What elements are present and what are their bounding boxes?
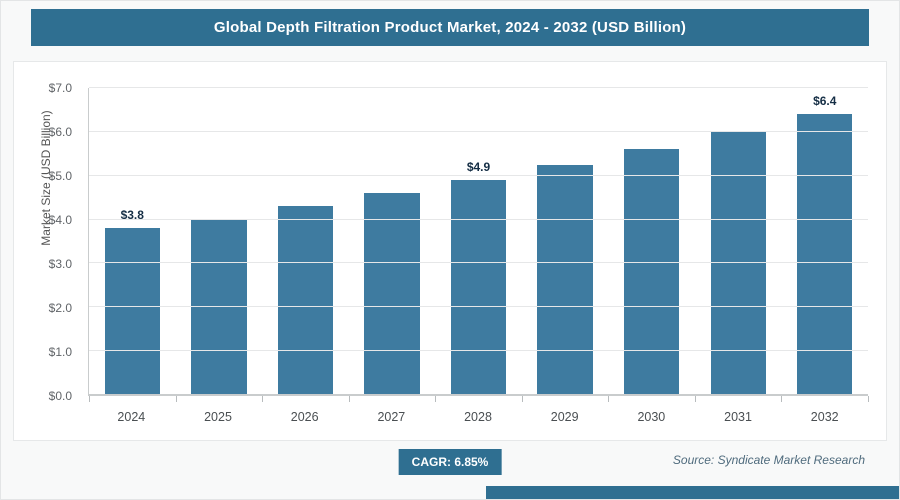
gridline xyxy=(89,306,868,308)
x-axis-label-2027: 2027 xyxy=(377,410,406,424)
y-axis-tick-label: $7.0 xyxy=(48,81,72,95)
bar-slot xyxy=(262,88,349,395)
bar-2026 xyxy=(277,206,334,395)
bar-2028: $4.9 xyxy=(450,160,507,395)
y-axis-tick-label: $1.0 xyxy=(48,345,72,359)
x-axis-tick-mark xyxy=(521,396,523,402)
x-axis-tick-mark xyxy=(694,396,696,402)
bar-slot xyxy=(522,88,609,395)
bar-slot xyxy=(695,88,782,395)
bar-slot xyxy=(176,88,263,395)
x-axis-tick-mark xyxy=(348,396,350,402)
y-axis-tick-label: $3.0 xyxy=(48,257,72,271)
x-axis-label-2030: 2030 xyxy=(637,410,666,424)
y-axis-tick-label: $2.0 xyxy=(48,301,72,315)
x-axis-label-2029: 2029 xyxy=(550,410,579,424)
chart-title-banner: Global Depth Filtration Product Market, … xyxy=(31,9,869,46)
bottom-accent-strip xyxy=(485,486,899,499)
bar-2032: $6.4 xyxy=(797,94,853,395)
gridline xyxy=(89,130,868,132)
x-axis-labels: 2024 2025 2026 2027 2028 2029 2030 2031 2032 xyxy=(88,410,868,428)
y-axis-tick-label: $6.0 xyxy=(48,125,72,139)
footer: CAGR: 6.85% Source: Syndicate Market Res… xyxy=(1,439,899,486)
cagr-badge: CAGR: 6.85% xyxy=(398,449,502,475)
gridline xyxy=(89,87,868,88)
gridline xyxy=(89,394,868,395)
x-axis-label-2026: 2026 xyxy=(290,410,319,424)
bar-value-label: $4.9 xyxy=(466,160,491,175)
x-axis-tick-mark xyxy=(89,396,90,402)
gridline xyxy=(89,174,868,176)
x-axis-tick-mark xyxy=(781,396,783,402)
y-axis-tick-labels: $0.0 $1.0 $2.0 $3.0 $4.0 $5.0 $6.0 $7.0 xyxy=(14,81,80,403)
x-axis-label-2028: 2028 xyxy=(464,410,492,424)
x-axis-tick-mark xyxy=(868,396,869,402)
x-axis-label-2025: 2025 xyxy=(204,410,232,424)
bar-slot: $4.9 xyxy=(435,88,522,395)
x-axis-label-2032: 2032 xyxy=(810,410,839,424)
bar-2024: $3.8 xyxy=(104,208,160,395)
bar-2029 xyxy=(537,164,593,395)
bar-value-label: $6.4 xyxy=(813,94,837,109)
plot-area: $3.8 $4.9 $6.4 xyxy=(88,87,869,402)
bar-2027 xyxy=(364,193,420,395)
chart-panel: Market Size (USD Billion) $0.0 $1.0 $2.0 $3… xyxy=(13,61,887,441)
bar-slot: $3.8 xyxy=(89,88,176,395)
bar-slot xyxy=(349,88,436,395)
source-text: Source: Syndicate Market Research xyxy=(672,453,865,467)
x-axis-label-2031: 2031 xyxy=(724,410,752,424)
gridline xyxy=(89,350,868,352)
x-axis-tick-mark xyxy=(608,396,610,402)
chart-title: Global Depth Filtration Product Market, … xyxy=(213,19,687,36)
y-axis-tick-label: $0.0 xyxy=(48,389,72,403)
x-axis-tick-mark xyxy=(175,396,177,402)
y-axis-tick-label: $4.0 xyxy=(48,213,72,227)
bar-series: $3.8 $4.9 $6.4 xyxy=(89,88,868,395)
bar-value-label: $3.8 xyxy=(120,208,144,223)
x-axis-label-2024: 2024 xyxy=(117,410,146,424)
gridline xyxy=(89,218,868,220)
bar-slot: $6.4 xyxy=(782,88,869,395)
y-axis-tick-label: $5.0 xyxy=(48,169,72,183)
bar-slot xyxy=(608,88,695,395)
gridline xyxy=(89,262,868,264)
bar-2030 xyxy=(623,149,680,395)
x-axis-tick-mark xyxy=(262,396,264,402)
x-axis-tick-mark xyxy=(435,396,437,402)
